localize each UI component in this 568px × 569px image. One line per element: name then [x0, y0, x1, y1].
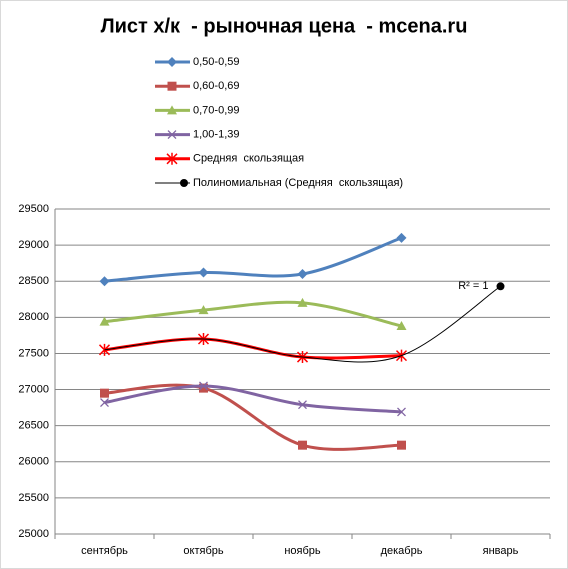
marker [198, 305, 209, 315]
y-tick-label: 26500 [18, 420, 49, 432]
marker [167, 81, 177, 91]
y-tick-label: 25500 [18, 492, 49, 504]
series-line [104, 300, 402, 328]
y-tick-label: 27500 [18, 347, 49, 359]
marker [100, 388, 109, 398]
series-line [104, 383, 402, 451]
y-tick-label: 27000 [18, 383, 49, 395]
marker [396, 232, 407, 243]
series-line [104, 236, 403, 283]
marker [166, 152, 178, 165]
x-tick-label: октябрь [183, 545, 223, 557]
legend-label: Полиномиальная (Средняя скользящая) [193, 177, 403, 189]
y-tick-label: 26000 [18, 456, 49, 468]
marker [167, 105, 177, 115]
x-tick-label: ноябрь [284, 545, 321, 557]
marker [496, 282, 505, 291]
x-tick-label: январь [483, 545, 519, 557]
marker [298, 440, 307, 450]
legend-label: 1,00-1,39 [193, 129, 239, 141]
legend-label: 0,60-0,69 [193, 80, 239, 92]
y-tick-label: 25000 [18, 528, 49, 540]
marker [167, 130, 177, 140]
marker [396, 321, 407, 330]
x-tick-label: сентябрь [81, 545, 128, 557]
marker [397, 407, 406, 417]
marker [167, 57, 177, 67]
marker [100, 398, 109, 408]
marker [180, 179, 188, 187]
legend-label: Средняя скользящая [193, 153, 304, 165]
marker [297, 269, 308, 279]
series-line [104, 384, 402, 414]
marker [298, 400, 307, 410]
legend-label: 0,70-0,99 [193, 104, 239, 116]
marker [99, 276, 110, 287]
y-tick-label: 29500 [18, 203, 49, 215]
annotation: R² = 1 [458, 280, 488, 292]
marker [198, 267, 209, 278]
marker [397, 440, 406, 450]
trendline [104, 285, 501, 363]
marker [199, 383, 208, 393]
x-tick-label: декабрь [381, 545, 423, 557]
y-tick-label: 29000 [18, 239, 49, 251]
marker [99, 316, 110, 326]
marker [199, 381, 208, 391]
chart-title: Лист х/к - рыночная цена - mcena.ru [101, 15, 468, 37]
y-tick-label: 28500 [18, 275, 49, 287]
legend-label: 0,50-0,59 [193, 56, 239, 68]
y-tick-label: 28000 [18, 311, 49, 323]
marker [297, 297, 308, 307]
